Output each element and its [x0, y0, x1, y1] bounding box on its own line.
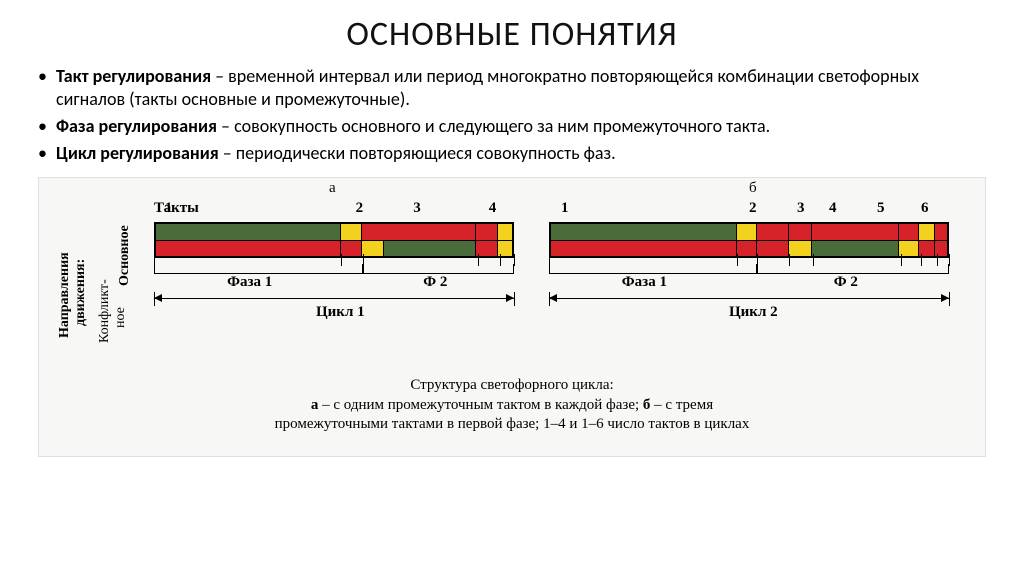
caption-line1: Структура светофорного цикла: [39, 376, 985, 396]
figure-caption: Структура светофорного цикла: а – с одни… [39, 376, 985, 435]
bullet-item: Такт регулирования – временной интервал … [38, 65, 986, 111]
page-title: ОСНОВНЫЕ ПОНЯТИЯ [0, 0, 1024, 55]
bullet-list: Такт регулирования – временной интервал … [0, 55, 1024, 165]
bullet-item: Фаза регулирования – совокупность основн… [38, 115, 986, 138]
vlabel-directions: Направления [57, 252, 73, 338]
bullet-term: Такт регулирования [56, 65, 211, 87]
panel-a-letter: а [329, 180, 336, 197]
caption-line3: промежуточными тактами в первой фазе; 1–… [39, 415, 985, 435]
bullet-item: Цикл регулирования – периодически повтор… [38, 142, 986, 165]
bullet-desc: – периодически повторяющиеся совокупност… [219, 142, 616, 164]
vlabel-dvizh: движения: [73, 259, 89, 326]
panel-b-letter: б [749, 180, 757, 197]
caption-line2: а – с одним промежуточным тактом в каждо… [39, 396, 985, 416]
bullet-desc: – совокупность основного и следующего за… [217, 115, 770, 137]
vlabel-osnov: Основное [117, 225, 133, 286]
vlabel-conflict: Конфликт- [97, 279, 113, 343]
bullet-term: Фаза регулирования [56, 115, 217, 137]
figure: Направления движения: Основное Конфликт-… [38, 177, 986, 457]
bullet-term: Цикл регулирования [56, 142, 219, 164]
vlabel-conflict2: ное [113, 307, 129, 328]
